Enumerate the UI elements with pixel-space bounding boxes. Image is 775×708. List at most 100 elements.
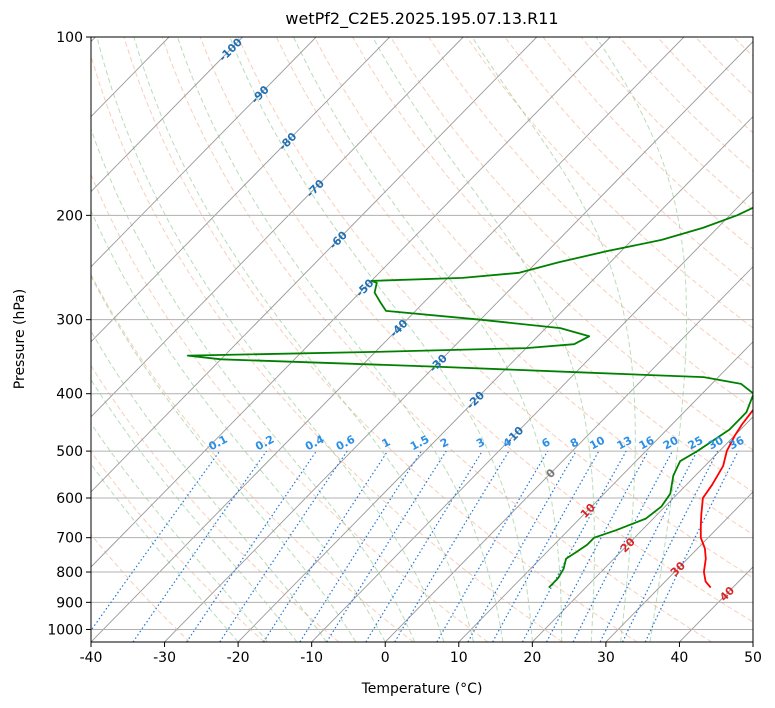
mixing-ratio-line [262,450,389,642]
mixing-ratio-label: 36 [727,434,747,453]
mixing-ratio-line [299,450,422,642]
y-tick-label: 200 [56,208,83,224]
mixing-ratio-line [186,450,317,642]
moist-adiabat [91,463,239,642]
mixing-ratio-label: 0.6 [334,433,358,454]
temperature-profile-line [699,408,753,589]
dry-adiabat [91,53,563,642]
mixing-ratio-line [91,450,221,632]
x-tick-label: 30 [597,650,615,666]
dry-adiabat [123,37,638,642]
mixing-ratio-label: 0.2 [253,433,276,454]
isotherm-line [458,341,753,642]
isotherm-line [91,37,317,268]
mixing-ratio-line [622,450,719,642]
dry-adiabat [656,37,753,134]
moist-adiabat [91,275,357,642]
x-tick-label: 20 [523,650,541,666]
y-tick-label: 500 [56,444,83,460]
dry-adiabat [390,37,753,410]
mixing-ratio-label: 0.4 [303,433,327,454]
mixing-ratio-label: 25 [686,434,706,453]
y-tick-label: 600 [56,491,83,507]
moist-adiabat [595,37,687,642]
dry-adiabat [91,173,489,642]
x-axis-title: Temperature (°C) [361,681,483,697]
mixing-ratio-label: 3 [474,435,487,450]
dry-adiabat [695,37,753,96]
moist-adiabat [91,330,327,642]
isotherm-lines [91,37,753,642]
x-tick-label: 40 [671,650,689,666]
isotherm-line [237,115,753,642]
isotherm-line [91,37,685,642]
mixing-ratio-line [219,450,348,642]
isotherm-line [91,37,538,493]
mixing-ratio-line [546,450,649,642]
y-tick-label: 700 [56,531,83,547]
mixing-ratio-line [365,450,483,642]
dry-adiabat [161,37,713,642]
isotherm-line [91,37,464,418]
y-tick-label: 400 [56,387,83,403]
isotherm-line [605,491,753,642]
mixing-ratio-label: 30 [706,434,726,453]
plot-area: -100-90-80-70-60-50-40-30-20-10010203040… [91,35,775,642]
isotherm-line [679,566,753,642]
mixing-ratio-label: 16 [637,434,657,453]
dry-adiabat [504,37,753,289]
y-axis-title: Pressure (hPa) [12,289,28,389]
chart-title: wetPf2_C2E5.2025.195.07.13.R11 [285,9,558,29]
moist-adiabat [293,37,563,642]
dry-adiabat [91,450,265,642]
isotherm-line [91,37,611,568]
mixing-ratio-label: 1 [380,435,393,450]
mixing-ratio-label: 2 [438,435,451,450]
dry-adiabat [733,37,753,58]
mixing-ratio-label: 13 [615,434,635,453]
dry-adiabat [313,37,753,493]
x-tick-label: -20 [227,650,250,666]
isotherm-line [384,266,753,642]
dry-adiabat [618,37,753,172]
x-axis: -40 -30 -20 -10 0 10 20 30 40 50 [80,642,762,666]
x-tick-label: -10 [300,650,323,666]
mixing-ratio-lines [91,450,739,642]
moist-adiabat [91,422,268,642]
mixing-ratio-label: 0.1 [206,433,229,454]
moist-adiabat [471,37,636,642]
dry-adiabat [199,37,753,623]
isotherm-label: -100 [216,35,245,64]
dry-adiabat [237,37,753,579]
dry-adiabat [91,273,414,642]
x-tick-label: 0 [381,650,390,666]
isotherm-line [91,37,243,193]
mixing-ratio-label: 20 [661,434,681,453]
dry-adiabat [772,37,775,642]
mixing-ratio-labels: 0.1 0.2 0.4 0.6 1 1.5 2 3 4 6 8 10 13 16 20 25 30 36 [206,433,746,454]
moist-adiabat [96,37,445,642]
mixing-ratio-label: 10 [587,434,607,453]
dry-adiabat [352,37,753,451]
isotherm-line [164,40,753,642]
x-tick-label: 50 [744,650,762,666]
dry-adiabat [428,37,753,369]
moist-adiabat [91,209,386,642]
mixing-ratio-label: 1.5 [408,433,431,454]
x-tick-label: -40 [80,650,103,666]
y-tick-label: 300 [56,313,83,329]
pressure-gridlines [91,37,753,630]
y-tick-label: 100 [56,30,83,46]
dewpoint-profile-line [186,206,753,589]
x-tick-label: -30 [153,650,176,666]
dry-adiabat [91,364,340,642]
mixing-ratio-line [436,450,549,642]
mixing-ratio-line [492,450,600,642]
isotherm-line [532,416,753,642]
dry-adiabats [91,37,775,642]
isotherm-line [311,191,753,642]
dry-adiabat [275,37,753,536]
mixing-ratio-line [467,450,577,642]
y-tick-label: 800 [56,565,83,581]
